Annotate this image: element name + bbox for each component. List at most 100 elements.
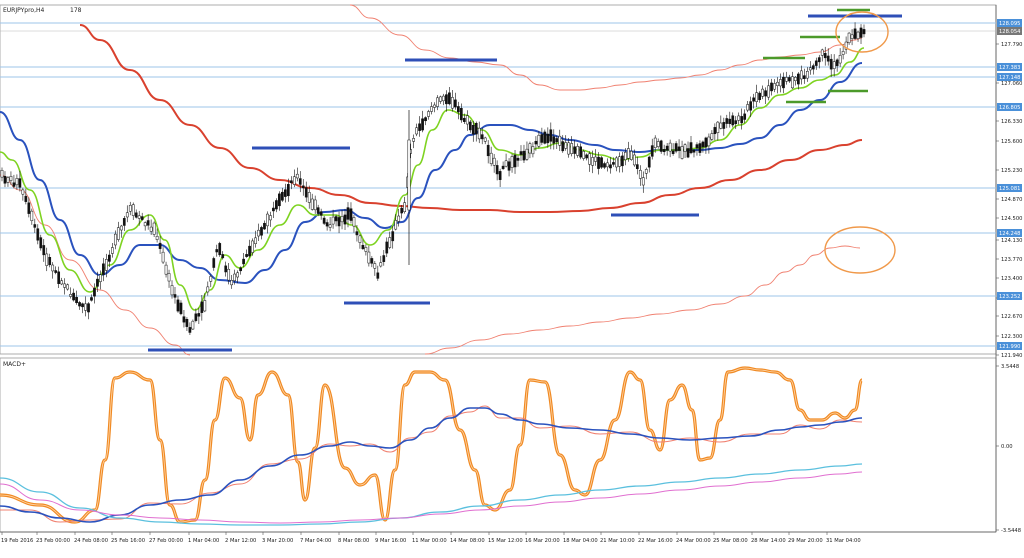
candle-body bbox=[105, 259, 108, 271]
highlight-circles bbox=[824, 11, 896, 274]
time-tick-label: 7 Mar 04:00 bbox=[300, 538, 331, 544]
candle-body bbox=[540, 134, 544, 143]
candle-body bbox=[853, 28, 857, 39]
support-resistance-lines bbox=[0, 22, 996, 347]
candle-body bbox=[289, 180, 293, 184]
candle-body bbox=[111, 247, 114, 254]
candle-body bbox=[224, 265, 228, 273]
candle-body bbox=[644, 169, 648, 174]
time-tick-label: 28 Mar 14:00 bbox=[751, 538, 786, 544]
candle-body bbox=[203, 300, 207, 312]
price-tick-label: 124.870 bbox=[1001, 197, 1022, 203]
candle-body bbox=[635, 164, 639, 170]
candle-body bbox=[606, 162, 609, 168]
macd-main-line bbox=[0, 366, 864, 524]
candle-body bbox=[286, 184, 290, 197]
candle-body bbox=[281, 191, 284, 201]
macd-axis-ticks: 3.5448 0.00 -3.5448 bbox=[996, 364, 1021, 534]
candle-body bbox=[549, 129, 553, 142]
price-tick-label: 124.130 bbox=[1001, 238, 1022, 244]
corner-value: 178 bbox=[70, 7, 82, 14]
candle-body bbox=[835, 59, 839, 67]
moving-average-line bbox=[424, 245, 861, 355]
candle-body bbox=[146, 220, 150, 226]
candle-body bbox=[322, 217, 326, 224]
candle-body bbox=[301, 185, 305, 189]
candle-body bbox=[27, 202, 31, 214]
candle-body bbox=[862, 29, 866, 35]
candle-body bbox=[808, 67, 812, 71]
candle-body bbox=[468, 121, 472, 131]
candle-body bbox=[850, 34, 854, 39]
candle-body bbox=[140, 216, 144, 220]
candle-body bbox=[621, 155, 624, 167]
candle-body bbox=[131, 204, 135, 216]
candle-body bbox=[776, 81, 779, 86]
candle-body bbox=[612, 162, 615, 165]
candle-body bbox=[716, 121, 720, 133]
price-tag-bg bbox=[997, 27, 1022, 35]
candle-body bbox=[576, 146, 580, 156]
price-tag-bg bbox=[997, 103, 1022, 111]
candle-body bbox=[18, 178, 22, 188]
candle-body bbox=[200, 301, 204, 313]
candle-body bbox=[215, 249, 219, 253]
candle-body bbox=[54, 270, 58, 273]
candle-body bbox=[513, 154, 517, 168]
candle-body bbox=[758, 92, 761, 101]
candle-body bbox=[394, 220, 398, 230]
candle-body bbox=[245, 254, 248, 257]
candle-body bbox=[731, 115, 735, 126]
candle-body bbox=[102, 263, 105, 275]
candle-body bbox=[823, 53, 827, 59]
candle-body bbox=[638, 169, 642, 179]
price-tick-label: 125.230 bbox=[1001, 168, 1022, 174]
candle-body bbox=[388, 237, 392, 248]
candle-body bbox=[704, 137, 708, 148]
candle-body bbox=[465, 115, 469, 125]
time-tick-label: 22 Mar 16:00 bbox=[638, 538, 673, 544]
candle-body bbox=[292, 176, 296, 185]
candle-body bbox=[609, 164, 612, 169]
time-axis-ticks: 19 Feb 2016 23 Feb 00:00 24 Feb 08:00 25 Fe… bbox=[1, 532, 861, 544]
candle-body bbox=[248, 245, 251, 257]
candle-body bbox=[158, 242, 162, 249]
candle-body bbox=[534, 140, 538, 145]
candle-body bbox=[552, 136, 556, 144]
candle-body bbox=[137, 215, 141, 219]
price-tag: 125.081 bbox=[997, 184, 1022, 192]
price-tag-bg bbox=[997, 184, 1022, 192]
price-tick-label: 127.790 bbox=[1001, 42, 1022, 48]
candle-body bbox=[782, 76, 785, 89]
candle-body bbox=[746, 104, 750, 111]
candle-body bbox=[826, 55, 830, 62]
time-tick-label: 11 Mar 00:00 bbox=[412, 538, 447, 544]
candle-body bbox=[382, 255, 386, 262]
price-tag-label: 125.081 bbox=[999, 186, 1020, 192]
macd-tick-label: -3.5448 bbox=[1001, 528, 1021, 534]
candle-body bbox=[510, 156, 514, 168]
price-axis-ticks: 127.790 127.060 126.330 125.600 125.230 124.8… bbox=[996, 42, 1022, 359]
candle-body bbox=[624, 152, 627, 161]
time-tick-label: 2 Mar 12:00 bbox=[225, 538, 256, 544]
time-tick-label: 19 Feb 2016 bbox=[1, 538, 33, 544]
candle-body bbox=[349, 208, 353, 221]
candle-body bbox=[242, 258, 245, 265]
moving-average-line bbox=[0, 47, 865, 311]
candle-body bbox=[81, 303, 84, 308]
candle-body bbox=[600, 157, 603, 168]
candle-body bbox=[212, 258, 216, 268]
candle-body bbox=[251, 240, 254, 253]
candle-body bbox=[355, 231, 359, 236]
candle-body bbox=[722, 122, 726, 129]
candle-body bbox=[594, 156, 597, 162]
candle-body bbox=[579, 146, 582, 158]
candle-body bbox=[486, 144, 490, 157]
candle-body bbox=[433, 104, 436, 108]
candle-body bbox=[507, 161, 511, 171]
candle-body bbox=[99, 274, 102, 282]
candle-body bbox=[832, 61, 836, 69]
candle-body bbox=[385, 241, 389, 254]
time-tick-label: 1 Mar 04:00 bbox=[188, 538, 219, 544]
